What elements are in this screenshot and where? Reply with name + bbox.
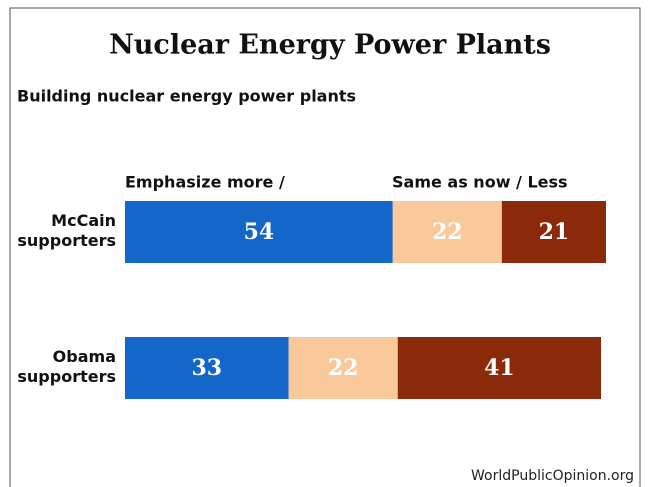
column-label: Emphasize more / — [125, 173, 285, 192]
bar-segment — [392, 201, 502, 263]
value-label: 33 — [192, 355, 223, 381]
category-label: Obama supporters — [17, 347, 116, 386]
bar-segment — [397, 337, 602, 399]
column-label: Same as now / Less — [392, 173, 568, 192]
bar-segment — [501, 201, 606, 263]
value-label: 41 — [484, 355, 515, 381]
value-label: 21 — [539, 219, 570, 245]
bar-segment — [288, 337, 398, 399]
value-label: 22 — [328, 355, 359, 381]
value-label: 54 — [244, 219, 275, 245]
bar-segment — [125, 201, 393, 263]
source: WorldPublicOpinion.org — [471, 468, 634, 484]
bar-segment — [125, 337, 289, 399]
subtitle: Building nuclear energy power plants — [17, 87, 356, 106]
chart-title: Nuclear Energy Power Plants — [109, 30, 551, 61]
value-label: 22 — [432, 219, 463, 245]
frame — [9, 7, 641, 487]
category-label: McCain supporters — [17, 211, 116, 250]
